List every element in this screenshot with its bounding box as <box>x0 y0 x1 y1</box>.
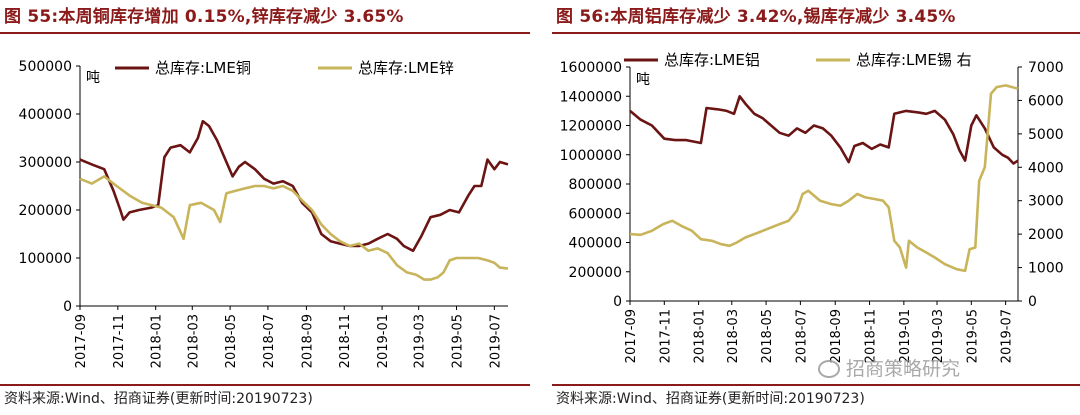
right-source-note: 资料来源:Wind、招商证券(更新时间:20190723) <box>556 391 865 407</box>
x-tick-label: 2018-03 <box>726 309 741 363</box>
left-title-rule <box>0 32 530 34</box>
y-tick-label: 1000000 <box>560 148 622 164</box>
copper-zinc-chart: 0 100000 200000 300000 400000 500000 2017-09 20… <box>19 59 509 368</box>
legend-label-0: 总库存:LME铝 <box>664 51 760 69</box>
y-tick-label: 0 <box>63 299 72 315</box>
right-source-rule <box>552 384 1080 386</box>
y2-tick-label: 4000 <box>1028 160 1064 176</box>
x-tick-label: 2018-05 <box>760 309 775 363</box>
legend-label-1: 总库存:LME锡 右 <box>856 51 972 69</box>
y-tick-label: 1600000 <box>560 60 622 76</box>
y-tick-label: 300000 <box>19 155 72 171</box>
watermark: 招商策略研究 <box>818 354 960 381</box>
x-tick-label: 2018-11 <box>864 309 879 363</box>
x-tick-label: 2019-03 <box>931 309 946 363</box>
series-line-1 <box>79 175 509 281</box>
left-figure-title: 图 55:本周铜库存增加 0.15%,锌库存减少 3.65% <box>4 7 404 27</box>
x-tick-label: 2018-09 <box>829 309 844 363</box>
y-tick-label: 600000 <box>569 206 622 222</box>
x-tick-label: 2018-05 <box>224 314 239 368</box>
y-tick-label: 800000 <box>569 177 622 193</box>
right-figure-panel: 图 56:本周铝库存减少 3.42%,锡库存减少 3.45% 0 200000 40… <box>552 0 1080 415</box>
right-title-rule <box>552 32 1080 34</box>
y-tick-label: 200000 <box>569 265 622 281</box>
x-tick-label: 2019-05 <box>451 314 466 368</box>
y2-tick-label: 5000 <box>1028 127 1064 143</box>
series-line-0 <box>629 95 1019 165</box>
x-tick-label: 2019-03 <box>413 314 428 368</box>
y-unit-label: 吨 <box>86 70 100 86</box>
y-tick-label: 100000 <box>19 251 72 267</box>
y2-tick-label: 7000 <box>1028 60 1064 76</box>
y-tick-label: 1400000 <box>560 89 622 105</box>
x-tick-label: 2018-01 <box>150 314 165 368</box>
right-figure-title: 图 56:本周铝库存减少 3.42%,锡库存减少 3.45% <box>556 7 956 27</box>
series-line-0 <box>79 119 509 253</box>
series-line-1 <box>629 84 1019 273</box>
x-tick-label: 2018-03 <box>186 314 201 368</box>
y2-tick-label: 6000 <box>1028 93 1064 109</box>
x-tick-label: 2018-09 <box>300 314 315 368</box>
y-tick-label: 400000 <box>569 236 622 252</box>
watermark-text: 招商策略研究 <box>846 358 961 380</box>
x-tick-label: 2017-09 <box>624 309 639 363</box>
x-tick-label: 2018-07 <box>794 309 809 363</box>
x-tick-label: 2017-11 <box>112 314 127 368</box>
x-tick-label: 2018-01 <box>693 309 708 363</box>
left-figure-panel: 图 55:本周铜库存增加 0.15%,锌库存减少 3.65% 0 100000 20… <box>0 0 530 415</box>
y-unit-label: 吨 <box>636 72 650 88</box>
legend-label-0: 总库存:LME铜 <box>155 59 251 77</box>
x-tick-label: 2019-07 <box>488 314 503 368</box>
y2-tick-label: 3000 <box>1028 194 1064 210</box>
wechat-icon <box>818 360 840 378</box>
y-tick-label: 1200000 <box>560 119 622 135</box>
x-tick-label: 2017-11 <box>658 309 673 363</box>
x-tick-label: 2018-07 <box>262 314 277 368</box>
y2-tick-label: 0 <box>1028 294 1037 310</box>
x-tick-label: 2019-05 <box>965 309 980 363</box>
y-tick-label: 0 <box>613 294 622 310</box>
y-tick-label: 500000 <box>19 59 72 75</box>
x-tick-label: 2017-09 <box>74 314 89 368</box>
x-tick-label: 2019-01 <box>898 309 913 363</box>
x-tick-label: 2018-11 <box>338 314 353 368</box>
y-tick-label: 200000 <box>19 203 72 219</box>
y-tick-label: 400000 <box>19 107 72 123</box>
x-tick-label: 2019-01 <box>376 314 391 368</box>
aluminum-tin-chart: 0 200000 400000 600000 800000 1000000 1200000 1… <box>560 51 1064 363</box>
x-tick-label: 2019-07 <box>1000 309 1015 363</box>
left-source-rule <box>0 384 530 386</box>
left-source-note: 资料来源:Wind、招商证券(更新时间:20190723) <box>4 391 313 407</box>
y2-tick-label: 1000 <box>1028 261 1064 277</box>
legend-label-1: 总库存:LME锌 <box>358 59 454 77</box>
y2-tick-label: 2000 <box>1028 227 1064 243</box>
